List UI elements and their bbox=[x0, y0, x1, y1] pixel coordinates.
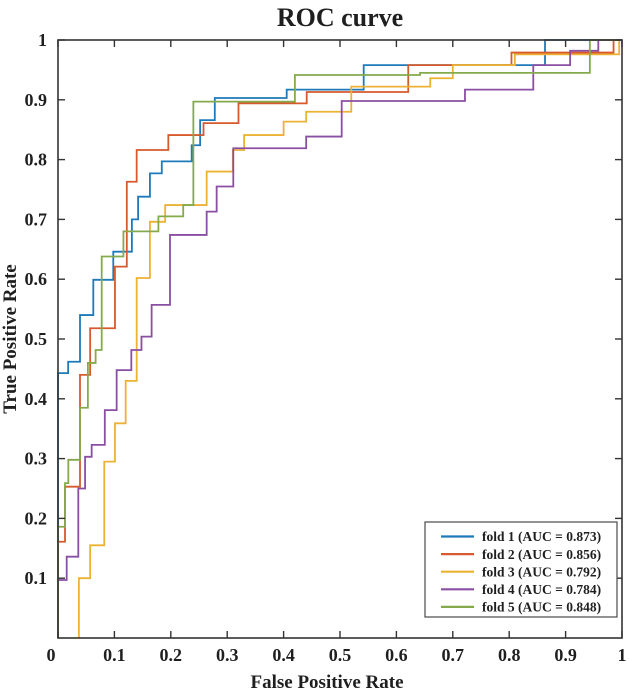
legend-label-fold-1: fold 1 (AUC = 0.873) bbox=[482, 529, 601, 544]
legend-label-fold-3: fold 3 (AUC = 0.792) bbox=[482, 564, 601, 579]
x-tick-label: 0.5 bbox=[329, 645, 352, 665]
x-tick-label: 0.2 bbox=[160, 645, 183, 665]
y-tick-label: 0.2 bbox=[25, 508, 48, 528]
y-tick-label: 0.6 bbox=[25, 269, 48, 289]
x-tick-label: 0.8 bbox=[498, 645, 521, 665]
x-tick-label: 0.4 bbox=[272, 645, 295, 665]
chart-title: ROC curve bbox=[277, 3, 403, 32]
x-tick-label: 0.9 bbox=[554, 645, 577, 665]
x-axis-label: False Positive Rate bbox=[250, 672, 403, 693]
x-tick-label: 0.6 bbox=[385, 645, 408, 665]
x-tick-label: 0.3 bbox=[216, 645, 239, 665]
y-tick-label: 0.4 bbox=[25, 389, 48, 409]
y-tick-label: 0.5 bbox=[25, 329, 48, 349]
y-tick-label: 0.7 bbox=[25, 209, 48, 229]
legend-label-fold-4: fold 4 (AUC = 0.784) bbox=[482, 582, 601, 597]
roc-curve-fold-4 bbox=[57, 39, 622, 638]
roc-curves bbox=[57, 39, 622, 638]
chart-legend: fold 1 (AUC = 0.873) fold 2 (AUC = 0.856)… bbox=[424, 521, 618, 618]
roc-curve-fold-5 bbox=[57, 39, 622, 638]
legend-box bbox=[424, 521, 618, 618]
axis-ticks bbox=[57, 39, 623, 638]
y-axis-label: True Positive Rate bbox=[0, 264, 21, 414]
x-tick-label: 0.7 bbox=[442, 645, 465, 665]
y-tick-label: 0.8 bbox=[25, 150, 48, 170]
axis-tick-labels: 0 0.1 0.2 0.3 0.4 0.5 0.6 0.7 0.8 0.9 1 0.1 0.2 0.3 0.… bbox=[25, 30, 627, 665]
roc-curve-fold-1 bbox=[57, 39, 622, 638]
x-tick-label: 0.1 bbox=[103, 645, 126, 665]
y-tick-label: 1 bbox=[38, 30, 47, 50]
legend-label-fold-2: fold 2 (AUC = 0.856) bbox=[482, 547, 601, 562]
y-tick-label: 0.1 bbox=[25, 568, 48, 588]
x-tick-label: 0 bbox=[47, 645, 56, 665]
x-tick-label: 1 bbox=[618, 645, 627, 665]
y-tick-label: 0.3 bbox=[25, 449, 48, 469]
legend-label-fold-5: fold 5 (AUC = 0.848) bbox=[482, 600, 601, 615]
y-tick-label: 0.9 bbox=[25, 90, 48, 110]
